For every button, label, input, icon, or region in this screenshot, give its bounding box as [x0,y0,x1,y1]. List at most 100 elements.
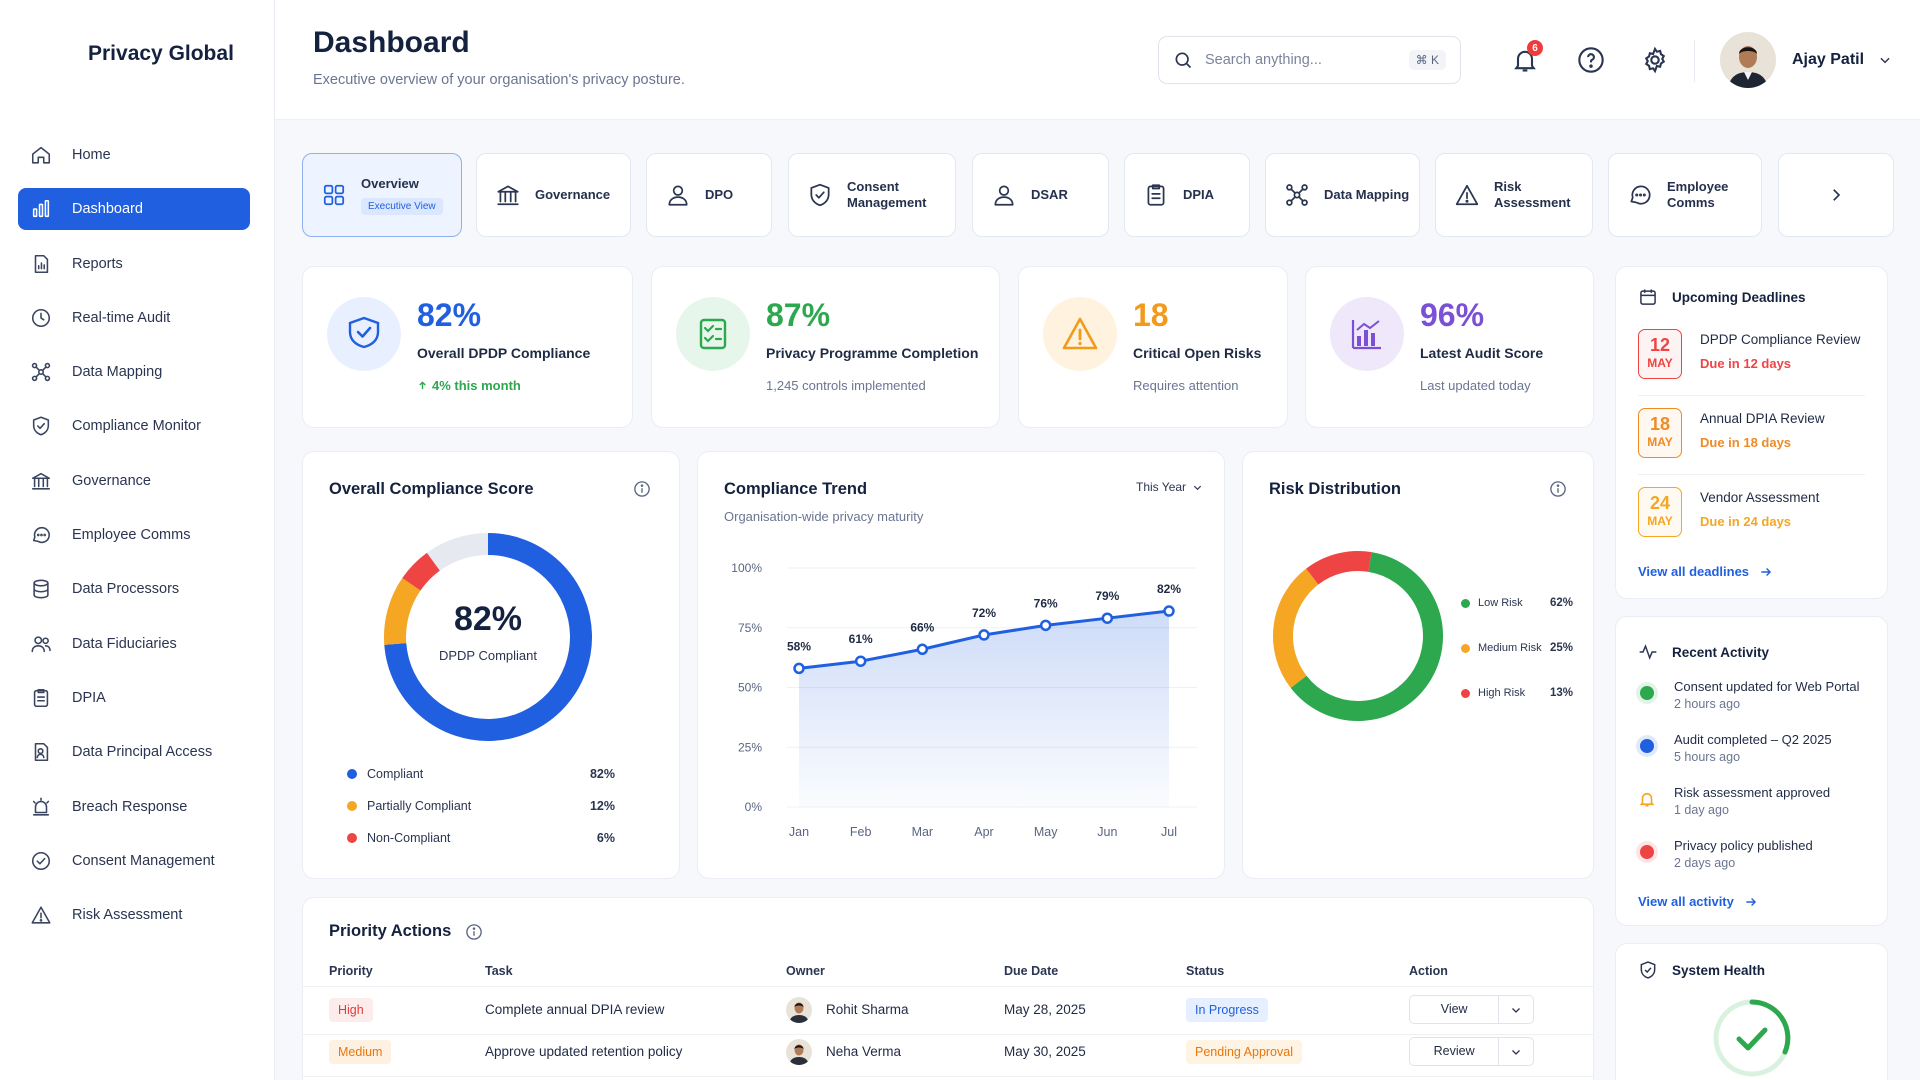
tab-text: DPIA [1183,187,1214,203]
sidebar-item-data-principal-access[interactable]: Data Principal Access [18,731,250,773]
risk-distribution-card: Risk Distribution Low Risk 62% Medium Risk… [1242,451,1594,879]
trend-title: Compliance Trend [724,480,868,498]
legend-dot [347,801,357,811]
sidebar-item-dashboard[interactable]: Dashboard [18,188,250,231]
shield-check-icon [348,316,380,349]
tab-label: DPIA [1183,187,1215,202]
tab-label: Consent Management [847,179,927,210]
user-menu[interactable]: Ajay Patil [1720,32,1892,88]
view-all-deadlines-link[interactable]: View all deadlines [1638,564,1773,579]
sidebar-item-real-time-audit[interactable]: Real-time Audit [18,297,250,339]
risk-slice-medium-risk[interactable] [1273,568,1319,688]
sidebar-item-home[interactable]: Home [18,134,250,176]
tab-dpo[interactable]: DPO [646,153,772,237]
deadline-date-badge: 24 MAY [1638,487,1682,537]
notifications-button[interactable]: 6 [1511,40,1543,74]
tab-data-mapping[interactable]: Data Mapping [1265,153,1420,237]
row-action-label[interactable]: View [1410,996,1500,1023]
risk-slice-low-risk[interactable] [1290,552,1443,721]
divider [1638,474,1865,475]
divider [303,986,1593,987]
tab-text: DSAR [1031,187,1068,203]
row-action-button[interactable]: View [1409,995,1534,1024]
search-box[interactable]: ⌘ K [1158,36,1461,84]
sidebar-item-data-fiduciaries[interactable]: Data Fiduciaries [18,623,250,665]
trend-area [799,611,1169,807]
kpi-card: 18 Critical Open Risks Requires attention [1018,266,1288,428]
trend-point[interactable] [854,655,867,667]
info-icon[interactable] [633,480,651,498]
legend-dot [1461,598,1470,608]
header: Dashboard Executive overview of your org… [275,0,1920,120]
x-tick-label: Apr [974,825,993,839]
risk-slice-high-risk[interactable] [1306,551,1372,585]
risk-legend-value: 25% [1549,642,1573,654]
settings-button[interactable] [1641,46,1669,74]
column-header: Status [1186,964,1225,978]
sidebar-item-governance[interactable]: Governance [18,460,250,502]
sidebar-item-data-processors[interactable]: Data Processors [18,568,250,610]
owner-name: Rohit Sharma [826,1002,909,1017]
period-select[interactable]: This Year [1136,480,1203,494]
sidebar-item-dpia[interactable]: DPIA [18,677,250,719]
info-icon[interactable] [465,923,483,941]
row-action-label[interactable]: Review [1410,1038,1500,1065]
info-icon[interactable] [1549,480,1567,498]
sidebar-item-label: Dashboard [72,201,143,218]
tab-dpia[interactable]: DPIA [1124,153,1250,237]
row-action-menu[interactable] [1499,1046,1533,1058]
divider [303,1034,1593,1035]
sidebar-item-data-mapping[interactable]: Data Mapping [18,351,250,393]
sidebar-item-label: Home [72,147,111,163]
trend-point[interactable] [1101,612,1114,624]
tab-text: Data Mapping [1324,187,1409,203]
kpi-note: 1,245 controls implemented [766,378,926,393]
row-action-menu[interactable] [1499,1004,1533,1016]
tab-overview[interactable]: Overview Executive View [302,153,462,237]
y-tick-label: 0% [745,800,763,814]
sidebar-item-risk-assessment[interactable]: Risk Assessment [18,894,250,936]
activity-card: Recent Activity Consent updated for Web … [1615,616,1888,926]
tab-consent-management[interactable]: Consent Management [788,153,956,237]
view-all-activity-link[interactable]: View all activity [1638,894,1758,909]
tab-dsar[interactable]: DSAR [972,153,1109,237]
tab-risk-assessment[interactable]: Risk Assessment [1435,153,1593,237]
risk-legend-label: Medium Risk [1478,642,1542,654]
sidebar-item-compliance-monitor[interactable]: Compliance Monitor [18,405,250,447]
help-button[interactable] [1577,46,1605,74]
avatar [786,997,812,1023]
trend-point[interactable] [978,629,990,641]
sidebar-nav: Home Dashboard Reports Real-time Audit Data … [18,134,250,948]
compliance-trend-card: Compliance Trend Organisation-wide priva… [697,451,1225,879]
risk-legend-label: High Risk [1478,687,1526,699]
tab-employee-comms[interactable]: Employee Comms [1608,153,1762,237]
chat-icon [32,527,50,544]
arrow-up-icon [419,381,426,390]
legend-value: 82% [589,767,615,781]
clipboard-icon [33,688,49,707]
trend-point[interactable] [793,662,805,675]
sidebar-item-reports[interactable]: Reports [18,243,250,285]
sidebar-item-label: Data Processors [72,581,180,598]
search-input[interactable] [1205,52,1409,68]
tab-label: DSAR [1031,187,1068,202]
sidebar-item-label: Data Principal Access [72,744,213,761]
tab-governance[interactable]: Governance [476,153,631,237]
kpi-value: 96% [1420,297,1485,333]
trend-data-label: 66% [910,620,934,634]
tabs-next-button[interactable] [1778,153,1894,237]
legend-dot [347,833,357,843]
row-action-button[interactable]: Review [1409,1037,1534,1066]
shield-check-icon [810,183,830,207]
kpi-note: Requires attention [1133,378,1239,393]
y-tick-label: 75% [738,621,762,635]
activity-time: 1 day ago [1674,803,1729,817]
trend-point[interactable] [1039,619,1052,632]
sidebar-item-breach-response[interactable]: Breach Response [18,786,250,828]
sidebar-item-consent-management[interactable]: Consent Management [18,840,250,882]
trend-point[interactable] [916,643,929,656]
tab-text: Governance [535,187,610,203]
bar-chart-icon [32,200,50,218]
sidebar-item-employee-comms[interactable]: Employee Comms [18,514,250,556]
trend-point[interactable] [1163,605,1175,617]
